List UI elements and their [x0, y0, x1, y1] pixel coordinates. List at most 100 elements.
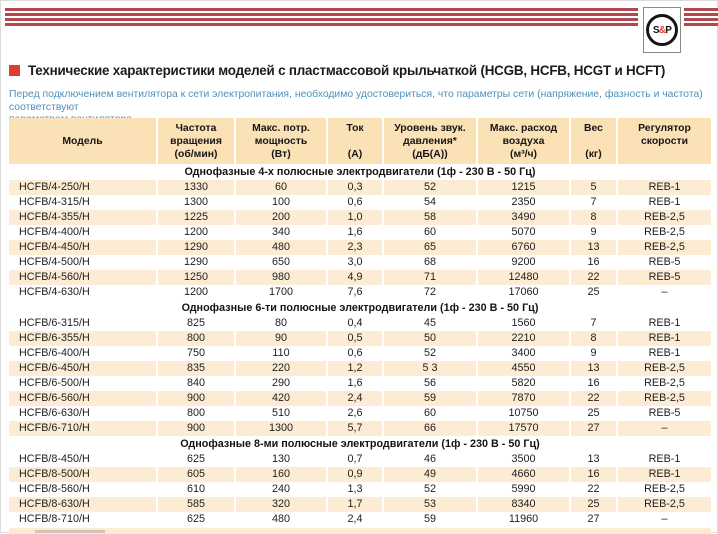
value-cell: – [616, 421, 711, 436]
value-cell: 4550 [476, 361, 570, 376]
value-cell: 4,9 [326, 270, 383, 285]
value-cell: 7 [569, 316, 617, 331]
value-cell: REB-2,5 [616, 391, 711, 406]
value-cell: 8340 [476, 497, 570, 512]
value-cell: REB-1 [616, 331, 711, 346]
table-row: HCFB/4-400/H 1200 340 1,6 60 5070 9 REB-2,5 [9, 225, 711, 240]
value-cell: – [616, 512, 711, 527]
table-row: HCFB/8-560/H 610 240 1,3 52 5990 22 REB-2,5 [9, 482, 711, 497]
column-header-line [572, 135, 615, 148]
value-cell: 0,7 [326, 452, 383, 467]
value-cell: 7870 [476, 391, 570, 406]
column-header-line: скорости [640, 136, 688, 147]
column-header-power: Макс. потр. мощность (Вт) [234, 118, 327, 164]
value-cell: 9 [569, 225, 617, 240]
value-cell: REB-1 [616, 346, 711, 361]
value-cell: 2,6 [326, 406, 383, 421]
value-cell: REB-1 [616, 467, 711, 482]
value-cell: 1,0 [326, 210, 383, 225]
value-cell: 510 [234, 406, 327, 421]
value-cell: 1200 [156, 285, 235, 300]
value-cell: REB-2,5 [616, 482, 711, 497]
value-cell: 5820 [476, 376, 570, 391]
top-banner: S & P [5, 7, 718, 53]
model-cell: HCFB/8-630/H [9, 497, 157, 512]
value-cell: 840 [156, 376, 235, 391]
value-cell: 59 [382, 512, 477, 527]
value-cell: 2350 [476, 195, 570, 210]
table-row: HCFB/6-500/H 840 290 1,6 56 5820 16 REB-2,5 [9, 376, 711, 391]
value-cell: 7,6 [326, 285, 383, 300]
value-cell: 25 [569, 406, 617, 421]
value-cell: 54 [382, 195, 477, 210]
model-cell: HCFB/8-450/H [9, 452, 157, 467]
model-cell: HCFB/4-500/H [9, 255, 157, 270]
model-cell: HCFB/4-400/H [9, 225, 157, 240]
table-row: HCFB/6-450/H 835 220 1,2 5 3 4550 13 REB-2,5 [9, 361, 711, 376]
value-cell: REB-5 [616, 270, 711, 285]
value-cell: 4660 [476, 467, 570, 482]
value-cell: 160 [234, 467, 327, 482]
column-header-line: (А) [347, 149, 363, 160]
column-header-regulator: Регулятор скорости [616, 118, 711, 164]
table-row: HCFB/6-710/H 900 1300 5,7 66 17570 27– [9, 421, 711, 436]
value-cell: 0,5 [326, 331, 383, 346]
model-cell: HCFB/8-560/H [9, 482, 157, 497]
value-cell: 60 [234, 180, 327, 195]
column-header-current: Ток (А) [326, 118, 383, 164]
column-header-line: мощность [254, 136, 308, 147]
value-cell: 1300 [156, 195, 235, 210]
table-row: HCFB/8-710/H 625 480 2,4 59 11960 27– [9, 512, 711, 527]
spec-table: Модель Частота вращения (об/мин) Макс. потр.… [9, 118, 711, 527]
model-cell: HCFB/6-560/H [9, 391, 157, 406]
value-cell: 25 [569, 285, 617, 300]
value-cell: 625 [156, 452, 235, 467]
table-row: HCFB/6-355/H 800 90 0,5 50 2210 8 REB-1 [9, 331, 711, 346]
section-title: Однофазные 4-х полюсные электродвигатели… [9, 164, 711, 180]
value-cell: REB-1 [616, 452, 711, 467]
value-cell: 53 [382, 497, 477, 512]
value-cell: 52 [382, 346, 477, 361]
value-cell: 65 [382, 240, 477, 255]
column-header-line: давления* [403, 136, 457, 147]
column-header-line: воздуха [502, 136, 545, 147]
value-cell: 2,4 [326, 512, 383, 527]
value-cell: 27 [569, 512, 617, 527]
value-cell: 480 [234, 240, 327, 255]
sp-logo: S & P [643, 7, 681, 53]
column-header-line: Регулятор [638, 123, 691, 134]
value-cell: 68 [382, 255, 477, 270]
table-row: HCFB/6-315/H 825 80 0,4 45 1560 7 REB-1 [9, 316, 711, 331]
value-cell: 5 3 [382, 361, 477, 376]
value-cell: 2210 [476, 331, 570, 346]
model-cell: HCFB/8-500/H [9, 467, 157, 482]
value-cell: 8 [569, 331, 617, 346]
value-cell: 420 [234, 391, 327, 406]
model-cell: HCFB/4-450/H [9, 240, 157, 255]
value-cell: 1,7 [326, 497, 383, 512]
value-cell: REB-5 [616, 255, 711, 270]
value-cell: 13 [569, 240, 617, 255]
value-cell: 50 [382, 331, 477, 346]
value-cell: 0,4 [326, 316, 383, 331]
value-cell: 825 [156, 316, 235, 331]
value-cell: 8 [569, 210, 617, 225]
model-cell: HCFB/4-355/H [9, 210, 157, 225]
cutoff-text-remnant [35, 530, 105, 533]
column-header-line: Вес [584, 123, 603, 134]
sp-logo-circle: S & P [646, 14, 678, 46]
value-cell: 11960 [476, 512, 570, 527]
table-row: HCFB/6-400/H 750 110 0,6 52 3400 9 REB-1 [9, 346, 711, 361]
value-cell: 9200 [476, 255, 570, 270]
value-cell: 60 [382, 406, 477, 421]
model-cell: HCFB/8-710/H [9, 512, 157, 527]
value-cell: 605 [156, 467, 235, 482]
model-cell: HCFB/6-355/H [9, 331, 157, 346]
logo-ampersand: & [658, 24, 666, 36]
value-cell: 835 [156, 361, 235, 376]
value-cell: REB-1 [616, 195, 711, 210]
value-cell: 0,9 [326, 467, 383, 482]
table-row: HCFB/4-630/H 1200 1700 7,6 72 17060 25– [9, 285, 711, 300]
model-cell: HCFB/4-560/H [9, 270, 157, 285]
column-header-line: Макс. потр. [252, 123, 310, 134]
